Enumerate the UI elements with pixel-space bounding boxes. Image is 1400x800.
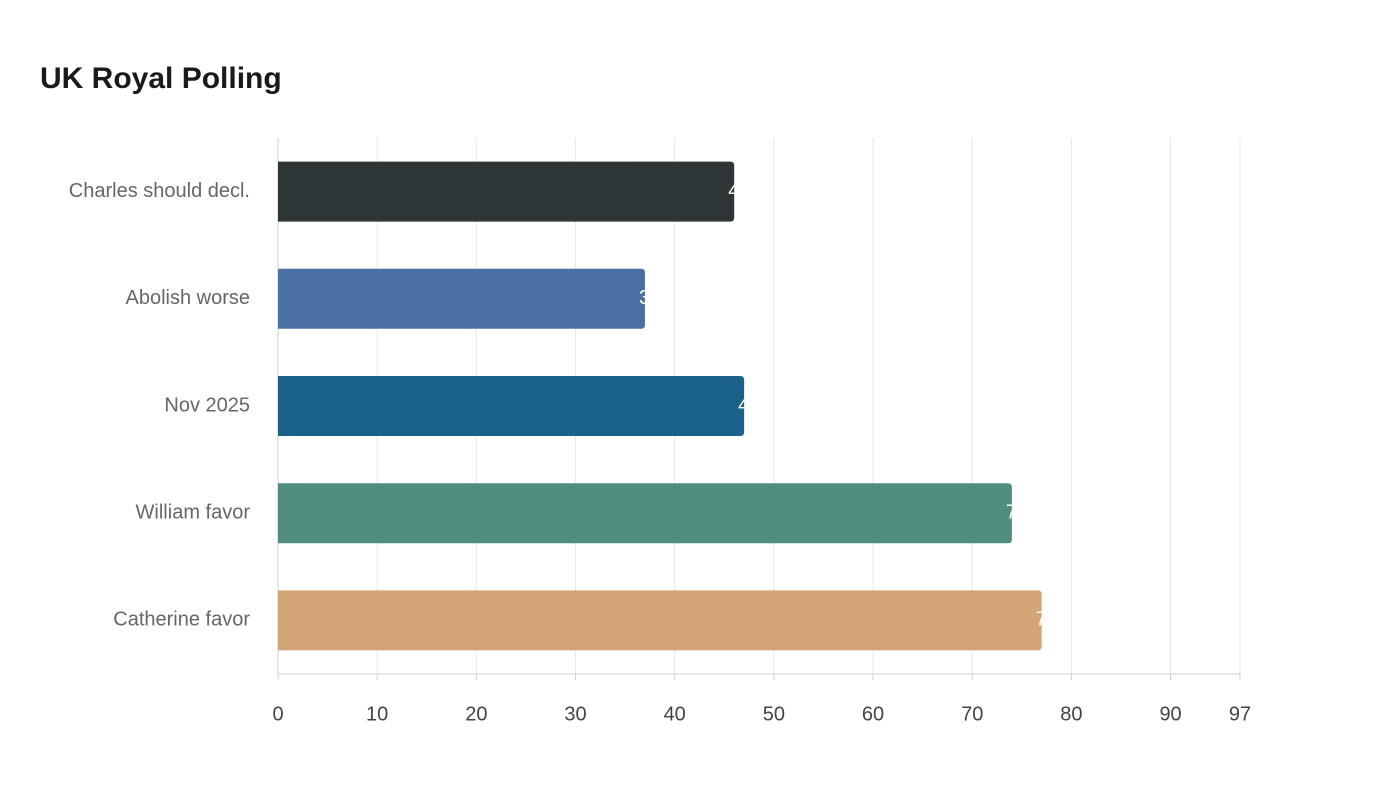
- x-tick-label: 0: [272, 703, 283, 725]
- x-tick-label: 10: [366, 703, 388, 725]
- y-tick-label: Charles should decl.: [69, 180, 250, 202]
- x-tick-label: 50: [763, 703, 785, 725]
- x-tick-label: 20: [465, 703, 487, 725]
- x-tick-label: 70: [961, 703, 983, 725]
- value-label: 47: [738, 394, 760, 416]
- bar: [278, 376, 745, 436]
- value-label: 74: [1006, 501, 1028, 523]
- value-label: 37: [639, 287, 661, 309]
- bar: [278, 161, 735, 222]
- bar: [278, 483, 1012, 544]
- x-tick-label: 60: [862, 703, 884, 725]
- y-tick-label: William favor: [136, 501, 251, 523]
- value-label: 77: [1036, 609, 1058, 631]
- x-tick-label: 40: [664, 703, 686, 725]
- y-tick-label: Abolish worse: [125, 287, 250, 309]
- bar: [278, 268, 645, 329]
- bar: [278, 590, 1042, 651]
- chart-title: UK Royal Polling: [40, 62, 282, 95]
- x-tick-label: 97: [1229, 703, 1251, 725]
- x-tick-label: 90: [1159, 703, 1181, 725]
- value-label: 46: [728, 180, 750, 202]
- y-tick-label: Nov 2025: [164, 394, 250, 416]
- y-tick-label: Catherine favor: [113, 609, 250, 631]
- x-tick-label: 30: [564, 703, 586, 725]
- x-tick-label: 80: [1060, 703, 1082, 725]
